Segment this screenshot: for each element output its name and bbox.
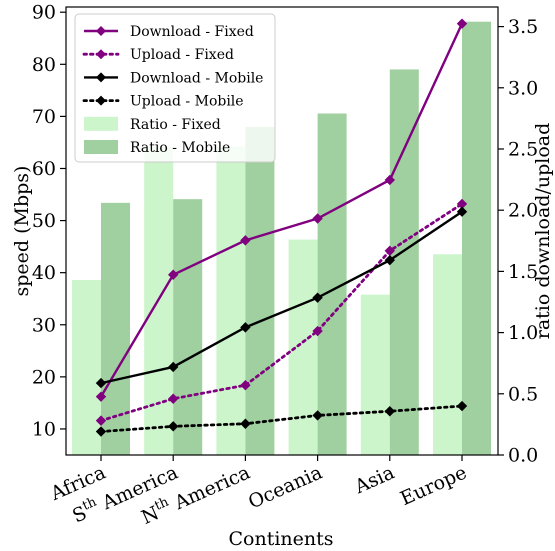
y2-tick-label-5: 2.5 [508,138,538,160]
series-2-point-5 [456,206,468,217]
y2-tick-label-6: 3.0 [508,77,538,99]
series-0-point-4 [384,174,395,186]
series-3-point-1 [168,421,179,432]
lines-layer [95,18,468,437]
legend: Download - Fixed Upload - Fixed Download -… [74,13,276,163]
bar-ratio-mobile-2 [245,126,275,456]
y-tick-label-1: 20 [32,366,56,388]
series-line-1 [99,202,464,423]
legend-label-2: Download - Mobile [130,70,263,86]
bar-ratio-fixed-5 [433,254,462,455]
y2-tick-label-1: 0.5 [508,383,538,405]
series-2-point-3 [312,292,323,303]
y2-axis-title: ratio download/upload [532,123,554,340]
y2-tick-label-3: 1.5 [508,261,538,283]
legend-label-5: Ratio - Mobile [130,140,230,156]
bar-ratio-fixed-2 [216,146,246,456]
series-1-point-1 [168,393,179,404]
series-2-point-1 [168,361,179,373]
bars-layer [72,21,491,456]
y-tick-label-6: 70 [32,106,56,128]
y2-tick-label-4: 2.0 [508,200,538,222]
y-axis-title: speed (Mbps) [11,166,33,297]
series-0-point-3 [312,213,323,224]
legend-marker-1 [96,49,106,60]
series-1-point-3 [312,325,323,337]
legend-marker-3 [96,95,106,106]
series-line-0 [99,23,464,398]
bar-ratio-fixed-3 [288,239,318,455]
x-tick-label-4: Asia [351,461,398,498]
series-line-3 [99,404,464,433]
legend-swatch-5 [84,140,118,154]
bar-ratio-fixed-4 [360,294,390,455]
y-tick-label-4: 50 [32,210,56,232]
legend-marker-2 [96,72,106,83]
y-tick-label-5: 60 [32,158,56,180]
series-3-point-0 [95,426,107,437]
legend-box [74,13,276,163]
legend-label-3: Upload - Mobile [130,94,244,110]
legend-marker-0 [96,26,106,36]
y-tick-label-0: 10 [32,418,56,440]
bar-ratio-mobile-5 [462,21,491,455]
legend-label-0: Download - Fixed [130,24,254,40]
series-2-point-0 [95,377,107,389]
y-tick-label-7: 80 [32,54,56,76]
legend-swatch-4 [84,116,118,131]
series-1-point-4 [384,245,395,256]
y2-tick-label-0: 0.0 [508,445,538,467]
y-tick-label-2: 30 [32,314,56,336]
series-3-point-3 [312,410,323,421]
series-2-point-2 [240,322,251,333]
x-axis-title: Continents [228,528,333,550]
series-0-point-5 [456,18,468,29]
x-tick-label-3: Oceania [245,461,326,513]
series-0-point-1 [168,269,179,280]
bar-ratio-mobile-1 [173,199,203,455]
series-2-point-4 [384,254,395,266]
y-tick-label-3: 40 [32,262,56,284]
y-tick-label-8: 90 [32,2,56,24]
series-1-point-5 [456,198,468,210]
series-0-point-2 [240,235,251,246]
plot-frame [65,6,499,456]
bar-ratio-mobile-4 [389,69,419,456]
bar-ratio-fixed-0 [72,279,101,455]
x-tick-label-5: Europe [397,461,470,510]
legend-label-4: Ratio - Fixed [130,117,221,133]
y2-tick-label-7: 3.5 [508,16,538,38]
series-3-point-2 [240,418,251,429]
series-3-point-5 [456,400,468,412]
series-3-point-4 [384,406,395,417]
y2-tick-label-2: 1.0 [508,322,538,344]
series-1-point-2 [240,379,251,391]
legend-label-1: Upload - Fixed [130,47,234,63]
series-line-2 [100,210,463,385]
series-0-point-0 [95,391,107,402]
series-1-point-0 [95,415,107,426]
